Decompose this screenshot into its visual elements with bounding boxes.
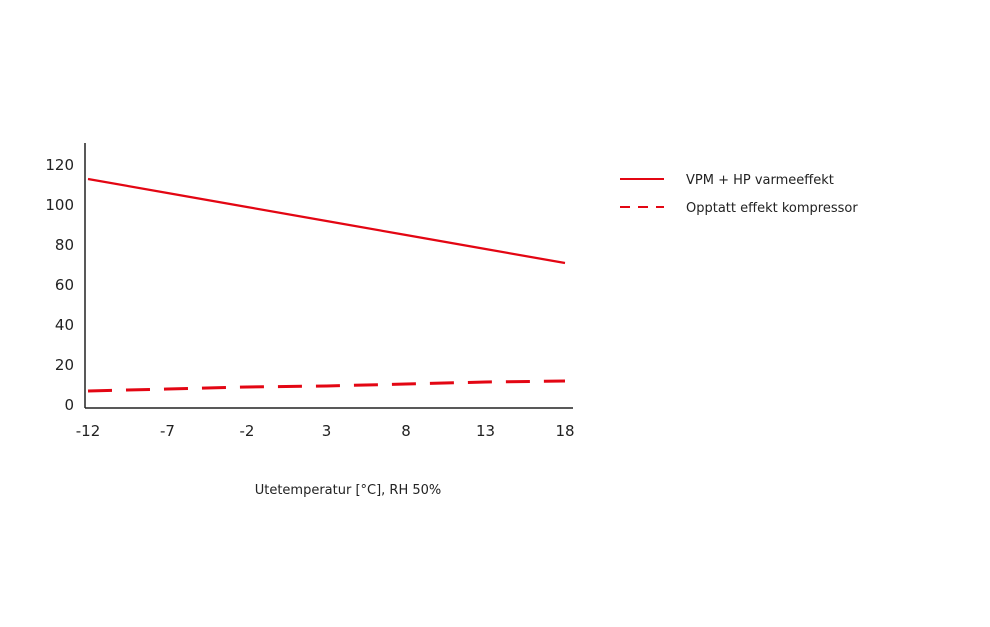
series-line-solid <box>87 177 566 265</box>
chart-axes <box>84 143 573 409</box>
x-axis-label: Utetemperatur [°C], RH 50% <box>255 483 442 498</box>
x-tick-label: 8 <box>401 422 411 440</box>
y-tick-label: 120 <box>45 156 74 174</box>
x-tick-label: 13 <box>476 422 495 440</box>
legend-label: VPM + HP varmeeffekt <box>686 173 834 188</box>
x-tick-label: -2 <box>240 422 255 440</box>
x-tick-label: -7 <box>160 422 175 440</box>
y-tick-labels: 0 20 40 60 80 100 120 <box>45 156 74 414</box>
y-tick-label: 80 <box>55 236 74 254</box>
y-tick-label: 40 <box>55 316 74 334</box>
series-layer <box>87 177 566 393</box>
series-line-dashed <box>87 379 566 393</box>
x-tick-labels: -12 -7 -2 3 8 13 18 <box>76 422 575 440</box>
x-tick-label: 3 <box>322 422 332 440</box>
x-tick-label: 18 <box>555 422 574 440</box>
y-tick-label: 100 <box>45 196 74 214</box>
legend: VPM + HP varmeeffekt Opptatt effekt kompr… <box>620 173 858 216</box>
legend-label: Opptatt effekt kompressor <box>686 201 858 216</box>
y-tick-label: 0 <box>64 396 74 414</box>
x-tick-label: -12 <box>76 422 101 440</box>
y-tick-label: 20 <box>55 356 74 374</box>
y-tick-label: 60 <box>55 276 74 294</box>
